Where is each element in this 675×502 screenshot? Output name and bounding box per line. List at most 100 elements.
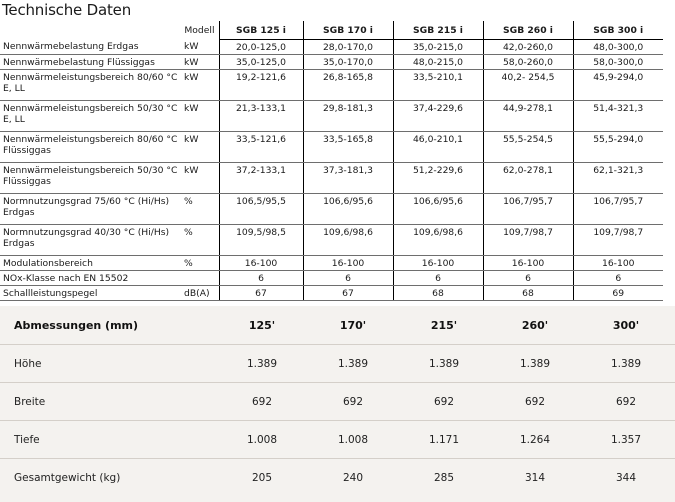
dimensions-row-label: Höhe — [14, 357, 42, 370]
dimensions-row: Tiefe 1.008 1.008 1.171 1.264 1.357 — [0, 420, 675, 458]
dimensions-value: 240 — [342, 471, 364, 484]
dimensions-value: 344 — [615, 471, 637, 484]
row-value: 37,2-133,1 — [218, 162, 303, 194]
row-value: 16-100 — [302, 255, 393, 271]
row-value: 67 — [302, 285, 393, 301]
dimensions-row-label: Gesamtgewicht (kg) — [14, 471, 121, 484]
dimensions-header-row: Abmessungen (mm) 125' 170' 215' 260' 300… — [0, 307, 675, 344]
dimensions-value: 692 — [251, 395, 273, 408]
row-value: 109,7/98,7 — [572, 224, 663, 256]
table-row: Nennwärmebelastung Erdgas kW 20,0-125,0 28,… — [0, 39, 663, 55]
row-value: 6 — [572, 270, 663, 286]
dimensions-value: 1.389 — [246, 357, 278, 370]
row-value: 51,4-321,3 — [572, 100, 663, 132]
row-unit: % — [181, 255, 219, 271]
row-value: 16-100 — [482, 255, 573, 271]
dimensions-model-header: 125' — [248, 319, 276, 332]
table-row: Normnutzungsgrad 40/30 °C (Hi/Hs) Erdgas%… — [0, 224, 663, 256]
row-value: 62,1-321,3 — [572, 162, 663, 194]
table-row: Modulationsbereich% 16-100 16-100 16-100 16-… — [0, 255, 663, 271]
page-title: Technische Daten — [2, 1, 131, 19]
row-label-line: E, LL — [3, 83, 25, 94]
row-value: 109,6/98,6 — [392, 224, 483, 256]
dimensions-value: 692 — [615, 395, 637, 408]
dimensions-value: 1.389 — [610, 357, 642, 370]
dimensions-row: Höhe 1.389 1.389 1.389 1.389 1.389 — [0, 344, 675, 382]
dimensions-value: 692 — [342, 395, 364, 408]
model-label: Modell — [184, 24, 215, 36]
row-value: 55,5-294,0 — [572, 131, 663, 163]
row-unit — [181, 270, 219, 286]
dimensions-row: Breite 692 692 692 692 692 — [0, 382, 675, 420]
row-label-line: Schallleistungspegel — [3, 287, 98, 299]
row-value: 106,5/95,5 — [218, 193, 303, 225]
table-row: Nennwärmeleistungsbereich 50/30 °C Flüssi… — [0, 162, 663, 194]
row-label-line: Nennwärmeleistungsbereich 50/30 °C — [3, 103, 178, 114]
row-value: 109,7/98,7 — [482, 224, 573, 256]
row-value: 45,9-294,0 — [572, 69, 663, 101]
dimensions-value: 1.389 — [519, 357, 551, 370]
tech-data-table: Modell SGB 125 i SGB 170 i SGB 215 i SGB… — [0, 21, 663, 301]
dimensions-value: 314 — [524, 471, 546, 484]
row-label: Normnutzungsgrad 40/30 °C (Hi/Hs) Erdgas — [0, 224, 181, 256]
row-value: 16-100 — [572, 255, 663, 271]
dimensions-value: 205 — [251, 471, 273, 484]
row-value: 33,5-210,1 — [392, 69, 483, 101]
row-label-line: Nennwärmeleistungsbereich 50/30 °C — [3, 165, 178, 176]
row-value: 109,6/98,6 — [302, 224, 393, 256]
row-value: 37,4-229,6 — [392, 100, 483, 132]
dimensions-model-header: 300' — [612, 319, 640, 332]
dimensions-value: 692 — [433, 395, 455, 408]
row-value: 106,7/95,7 — [572, 193, 663, 225]
model-header: SGB 260 i — [482, 21, 573, 40]
row-value: 19,2-121,6 — [218, 69, 303, 101]
row-label-line: Nennwärmeleistungsbereich 80/60 °C — [3, 72, 178, 83]
table-row: Schallleistungspegel dB(A) 67 67 68 68 69 — [0, 285, 663, 301]
row-value: 62,0-278,1 — [482, 162, 573, 194]
row-value: 26,8-165,8 — [302, 69, 393, 101]
row-label: Schallleistungspegel — [0, 285, 181, 301]
row-value: 35,0-215,0 — [392, 39, 483, 55]
dimensions-header-label: Abmessungen (mm) — [14, 319, 139, 332]
dimensions-value: 1.389 — [337, 357, 369, 370]
dimensions-row-label: Breite — [14, 395, 46, 408]
row-unit: % — [181, 224, 219, 256]
row-label-line: Nennwärmebelastung Erdgas — [3, 41, 139, 53]
row-unit: kW — [181, 100, 219, 132]
row-label: Nennwärmeleistungsbereich 50/30 °C E, LL — [0, 100, 181, 132]
dimensions-value: 692 — [524, 395, 546, 408]
row-value: 42,0-260,0 — [482, 39, 573, 55]
row-value: 48,0-215,0 — [392, 54, 483, 70]
row-label-line: Flüssiggas — [3, 176, 51, 187]
row-value: 37,3-181,3 — [302, 162, 393, 194]
dimensions-value: 1.264 — [519, 433, 551, 446]
row-value: 33,5-165,8 — [302, 131, 393, 163]
model-header: SGB 300 i — [572, 21, 663, 40]
row-value: 68 — [482, 285, 573, 301]
row-value: 106,6/95,6 — [302, 193, 393, 225]
dimensions-value: 1.389 — [428, 357, 460, 370]
row-value: 68 — [392, 285, 483, 301]
dimensions-model-header: 260' — [521, 319, 549, 332]
row-unit: dB(A) — [181, 285, 219, 301]
dimensions-value: 1.008 — [246, 433, 278, 446]
row-label: Nennwärmebelastung Erdgas — [0, 39, 181, 55]
tech-header-row: Modell SGB 125 i SGB 170 i SGB 215 i SGB… — [0, 21, 663, 40]
row-label: Nennwärmebelastung Flüssiggas — [0, 54, 181, 70]
row-value: 6 — [218, 270, 303, 286]
row-value: 35,0-170,0 — [302, 54, 393, 70]
row-value: 6 — [302, 270, 393, 286]
row-value: 35,0-125,0 — [218, 54, 303, 70]
row-value: 58,0-300,0 — [572, 54, 663, 70]
dimensions-value: 1.357 — [610, 433, 642, 446]
row-label-line: Normnutzungsgrad 40/30 °C (Hi/Hs) — [3, 227, 170, 238]
row-value: 69 — [572, 285, 663, 301]
dimensions-value: 285 — [433, 471, 455, 484]
row-value: 16-100 — [218, 255, 303, 271]
row-label-line: Modulationsbereich — [3, 257, 93, 269]
row-value: 44,9-278,1 — [482, 100, 573, 132]
row-value: 109,5/98,5 — [218, 224, 303, 256]
model-header: SGB 170 i — [302, 21, 393, 40]
row-label: Modulationsbereich — [0, 255, 181, 271]
row-value: 58,0-260,0 — [482, 54, 573, 70]
